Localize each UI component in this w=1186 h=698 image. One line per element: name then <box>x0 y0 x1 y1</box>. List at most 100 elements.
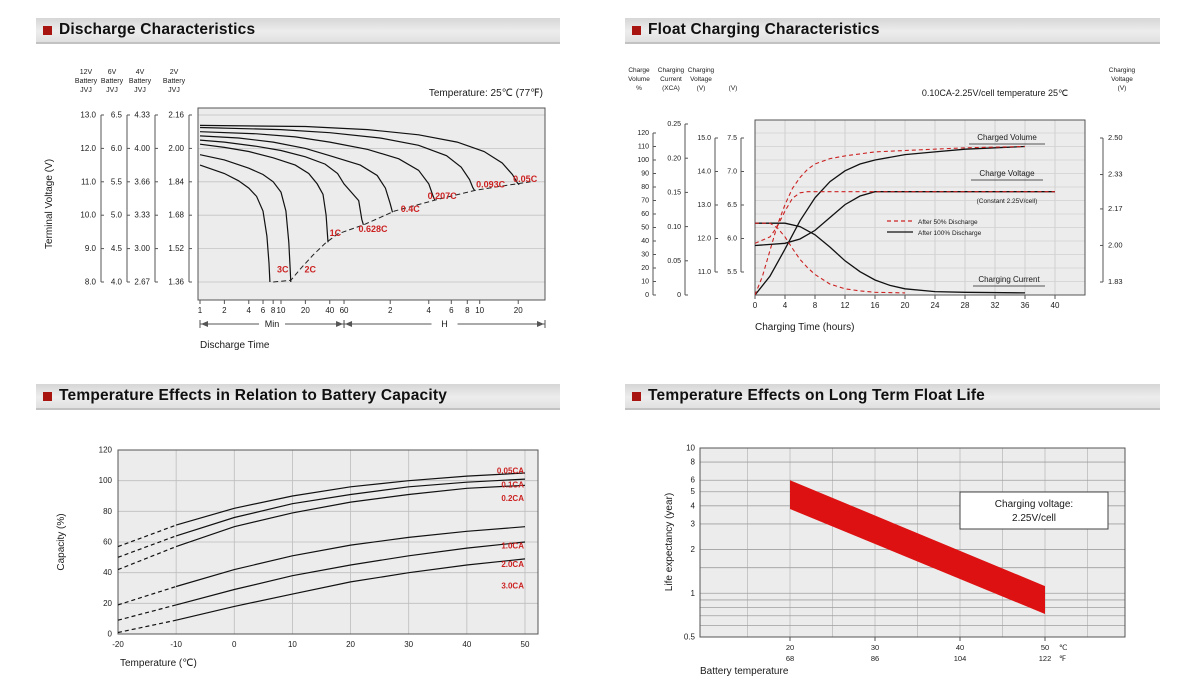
y-tick-label: 3 <box>691 519 696 528</box>
y-tick-label: 0.15 <box>667 190 681 197</box>
annotation-box <box>959 491 1109 530</box>
x-tick-label: 20 <box>514 306 523 315</box>
series-label: 0.05CA <box>497 466 524 475</box>
y-tick-label: 0.10 <box>667 224 681 231</box>
series-label: 0.4C <box>401 204 421 214</box>
x-tick-label: 24 <box>931 301 940 310</box>
y-tick-label: 40 <box>641 238 649 245</box>
series-label: 0.207C <box>428 191 458 201</box>
panel-title-discharge: Discharge Characteristics <box>59 21 256 38</box>
y-tick-label: 1.68 <box>168 211 184 220</box>
y-tick-label: 5 <box>691 487 696 496</box>
x-tick-label: 20 <box>346 640 355 649</box>
series-0.2CA-dashed <box>117 546 177 571</box>
y-tick-label: 3.66 <box>134 177 150 186</box>
battery-scale-header: Battery <box>129 78 152 85</box>
series-0.05C <box>199 124 520 186</box>
series-0.1CA-dashed <box>117 535 177 558</box>
battery-scale-header: 12V <box>80 69 93 76</box>
series-0.207C <box>199 131 436 201</box>
y-tick-label: 60 <box>103 538 112 547</box>
battery-scale-header: JVJ <box>168 87 180 94</box>
x-axis-title: Temperature (℃) <box>120 658 197 669</box>
discharge-chart: 12V Battery JVJ 13.0 12.0 11.0 10.0 9.0 8.0 6V Bat… <box>36 56 560 356</box>
legend-label: After 50% Discharge <box>918 219 978 226</box>
x-tick-label-c: 50 <box>1041 643 1049 652</box>
y-tick-label: 2.67 <box>134 278 150 287</box>
x-tick-label: 10 <box>288 640 297 649</box>
y-tick-label: 30 <box>641 252 649 259</box>
y-tick-label: 6.0 <box>111 144 123 153</box>
x-tick-label: 20 <box>901 301 910 310</box>
y-axis-title: Terminal Voltage (V) <box>44 159 55 249</box>
y-tick-label: 7.5 <box>727 135 737 142</box>
y-tick-label: 20 <box>641 265 649 272</box>
y-tick-label: 10 <box>686 444 695 453</box>
x-unit-label: H <box>441 319 448 329</box>
y-tick-label: 13.0 <box>697 202 711 209</box>
x-tick-label: 40 <box>1051 301 1060 310</box>
series-label: 2.0CA <box>501 560 524 569</box>
y-tick-label: 8.0 <box>85 278 97 287</box>
axis-header: Charging <box>688 67 715 74</box>
y-tick-label: 1.52 <box>168 244 184 253</box>
x-tick-label: 40 <box>462 640 471 649</box>
series-0.628C <box>199 139 364 225</box>
y-tick-label: 0.5 <box>684 633 696 642</box>
series-0.093C <box>199 126 475 191</box>
y-tick-label: 1.84 <box>168 177 184 186</box>
x-axis-title: Discharge Time <box>200 340 270 351</box>
capacity-series <box>117 472 526 634</box>
y-tick-label: 4 <box>691 501 696 510</box>
y-tick-label: 40 <box>103 568 112 577</box>
series-current-dashed <box>755 222 906 294</box>
y-tick-label: 120 <box>637 130 649 137</box>
y-tick-label: 120 <box>99 446 113 455</box>
float-life-chart: 10 8 6 5 4 3 2 1 0.5 Life expectancy (year) Chargi… <box>625 440 1160 698</box>
title-bullet-icon <box>43 25 52 35</box>
axis-header: Charge <box>628 67 650 74</box>
title-bullet-icon <box>632 391 641 401</box>
x-tick-label: -20 <box>112 640 124 649</box>
series-label: 2C <box>305 265 317 275</box>
x-tick-label-f: 122 <box>1039 654 1052 663</box>
y-tick-label: 0.05 <box>667 258 681 265</box>
y-tick-label: 0 <box>677 292 681 299</box>
annotation-line: Charging voltage: <box>995 499 1073 510</box>
x-tick-label: 40 <box>325 306 334 315</box>
panel-header-float-charging: Float Charging Characteristics <box>625 18 1160 44</box>
y-tick-label: 60 <box>641 211 649 218</box>
series-1C <box>199 143 329 243</box>
temperature-note: Temperature: 25℃ (77℉) <box>429 88 543 99</box>
y-tick-label: 10.0 <box>80 211 96 220</box>
x-tick-label: -10 <box>170 640 182 649</box>
y-tick-label: 8 <box>691 458 696 467</box>
y-tick-label: 4.0 <box>111 278 123 287</box>
y-tick-label: 11.0 <box>81 177 97 186</box>
x-tick-label-c: 30 <box>871 643 879 652</box>
x-tick-label: 0 <box>232 640 237 649</box>
panel-title-float-charging: Float Charging Characteristics <box>648 21 880 38</box>
y-tick-label: 100 <box>99 476 113 485</box>
x-tick-label: 2 <box>388 306 393 315</box>
y-tick-label: 5.0 <box>111 211 123 220</box>
series-label: 1.0CA <box>501 542 524 551</box>
axis-header: (XCA) <box>662 85 680 92</box>
y-tick-label: 2.33 <box>1108 170 1123 179</box>
charging-note: 0.10CA-2.25V/cell temperature 25℃ <box>922 88 1068 98</box>
curve-label-voltage: Charge Voltage <box>979 169 1035 178</box>
y-tick-label: 15.0 <box>697 135 711 142</box>
panel-header-discharge: Discharge Characteristics <box>36 18 560 44</box>
y-tick-label: 5.5 <box>111 177 123 186</box>
series-label: 0.05C <box>513 174 538 184</box>
series-0.05CA <box>175 472 526 526</box>
y-tick-label: 4.5 <box>111 244 123 253</box>
y-tick-label: 9.0 <box>85 244 97 253</box>
curve-label-current: Charging Current <box>978 275 1040 284</box>
y-axis-title: Capacity (%) <box>56 513 67 570</box>
series-3C <box>199 164 271 283</box>
series-label: 3.0CA <box>501 581 524 590</box>
y-tick-label: 2.00 <box>168 144 184 153</box>
y-tick-label: 3.33 <box>134 211 150 220</box>
x-tick-label-c: 20 <box>786 643 794 652</box>
